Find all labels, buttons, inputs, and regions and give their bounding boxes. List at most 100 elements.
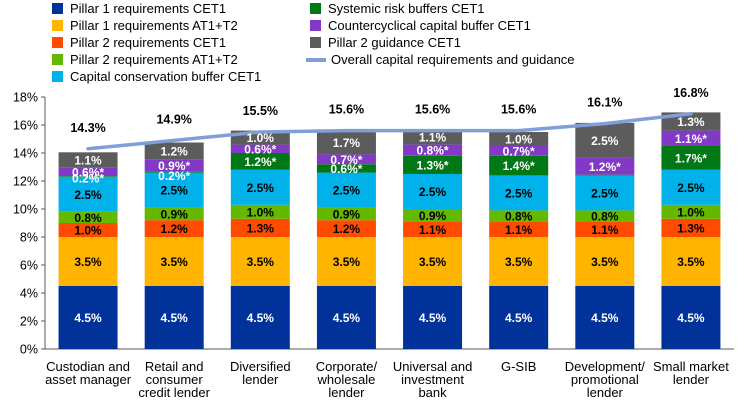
legend-label: Pillar 2 requirements AT1+T2	[70, 52, 238, 67]
bar-segment	[489, 286, 549, 349]
x-tick-label: Development/promotional lender	[565, 359, 646, 400]
bar-value-label: 3.5%	[677, 255, 705, 269]
bar-segment	[58, 152, 118, 168]
bar-segment	[575, 286, 635, 349]
x-tick-label-line: credit lender	[138, 385, 210, 400]
x-tick-label-line: Universal and	[393, 359, 473, 374]
x-tick-label-line: consumer	[146, 372, 204, 387]
x-tick-label-line: bank	[418, 385, 447, 400]
x-tick-label: Custodian and asset manager	[45, 359, 132, 387]
legend-item: Pillar 2 requirements CET1	[52, 35, 226, 50]
bar-value-label: 1.0%	[74, 224, 102, 238]
x-tick-label-line: wholesale	[317, 372, 376, 387]
bar-value-label: 1.2%*	[244, 155, 276, 169]
bar-value-label: 0.6%*	[72, 165, 104, 179]
x-tick-label-line: G-SIB	[501, 359, 536, 374]
legend-item: Overall capital requirements and guidanc…	[306, 52, 575, 67]
legend-swatch	[52, 71, 63, 82]
bar-segment	[403, 129, 463, 145]
y-tick-label: 6%	[20, 259, 38, 273]
bar-segment	[230, 169, 290, 205]
x-tick-label-line: Retail and	[145, 359, 204, 374]
bar-value-label: 2.5%	[74, 188, 102, 202]
bar-value-label: 0.2%*	[158, 169, 190, 183]
y-tick-label: 14%	[13, 147, 38, 161]
bar-value-label: 1.1%	[591, 223, 619, 237]
bar-value-label: 2.5%	[419, 185, 447, 199]
x-tick-label: G-SIB	[501, 359, 536, 374]
bar-value-label: 3.5%	[161, 255, 189, 269]
bar-segment	[316, 154, 376, 165]
bar-value-label: 0.8%*	[417, 144, 449, 158]
legend-label: Systemic risk buffers CET1	[328, 1, 485, 16]
bar-segment	[58, 211, 118, 223]
bar-value-label: 4.5%	[247, 311, 275, 325]
bar-value-label: 1.1%*	[675, 132, 707, 146]
bar-value-label: 1.2%*	[589, 160, 621, 174]
bar-segment	[230, 144, 290, 153]
x-tick-label-line: Diversified	[230, 359, 291, 374]
bar-value-label: 2.5%	[333, 184, 361, 198]
bar-value-label: 4.5%	[74, 311, 102, 325]
legend-label: Overall capital requirements and guidanc…	[331, 52, 575, 67]
x-tick-label-line: investment	[401, 372, 464, 387]
bar-segment	[230, 204, 290, 219]
total-value-label: 15.6%	[501, 103, 536, 117]
bar-value-label: 0.9%*	[158, 159, 190, 173]
bar-segment	[661, 146, 721, 170]
bar-value-label: 0.6%*	[330, 162, 362, 176]
x-tick-label: Retail and consumer credit lender	[138, 359, 210, 400]
bar-segment	[144, 286, 204, 349]
y-tick-label: 0%	[20, 343, 38, 357]
bar-value-label: 0.7%*	[330, 153, 362, 167]
bar-value-labels: 4.5% 4.5% 4.5% 4.5% 4.5% 4.5% 4.5% 4.5% 3.5% 3.5%…	[72, 115, 707, 325]
bar-segment	[316, 172, 376, 208]
bar-value-label: 1.2%	[333, 222, 361, 236]
bar-segment	[144, 172, 204, 208]
legend-item: Pillar 2 guidance CET1	[310, 35, 461, 50]
x-tick-label-line: Custodian and	[46, 359, 130, 374]
y-tick-label: 2%	[20, 315, 38, 329]
y-tick-label: 10%	[13, 203, 38, 217]
bar-value-label: 0.9%	[161, 207, 189, 221]
bar-segment	[575, 174, 635, 176]
bar-segment	[144, 207, 204, 221]
legend-label: Capital conservation buffer CET1	[70, 69, 262, 84]
bar-segment	[403, 209, 463, 222]
bar-value-label: 1.0%	[247, 131, 275, 145]
bar-segment	[403, 155, 463, 174]
bar-segment	[403, 144, 463, 156]
bar-segment	[58, 176, 118, 177]
bar-value-label: 1.0%	[247, 205, 275, 219]
bar-value-label: 2.5%	[505, 186, 533, 200]
bar-segment	[489, 175, 549, 211]
legend-swatch	[52, 54, 63, 65]
bar-segment	[489, 146, 549, 156]
bar-value-label: 1.0%	[677, 205, 705, 219]
bar-segment	[316, 220, 376, 237]
legend-item: Pillar 1 requirements AT1+T2	[52, 18, 238, 33]
bar-segment	[489, 155, 549, 176]
bar-value-label: 2.5%	[247, 181, 275, 195]
bar-segment	[661, 204, 721, 219]
bar-value-label: 3.5%	[419, 255, 447, 269]
legend-item: Capital conservation buffer CET1	[52, 69, 261, 84]
bar-segment	[58, 223, 118, 237]
bar-value-label: 4.5%	[591, 311, 619, 325]
x-tick-label: Universal and investment bank	[393, 359, 473, 400]
bar-segment	[58, 237, 118, 286]
bar-segment	[230, 218, 290, 237]
bars	[58, 112, 721, 349]
legend-item: Countercyclical capital buffer CET1	[310, 18, 531, 33]
x-tick-label: Small market lender	[653, 359, 729, 387]
total-value-label: 15.6%	[415, 103, 450, 117]
legend-swatch	[310, 3, 321, 14]
bar-value-label: 2.5%	[591, 186, 619, 200]
bar-segment	[230, 153, 290, 170]
bar-value-label: 0.8%	[505, 210, 533, 224]
y-tick-label: 18%	[13, 91, 38, 105]
bar-segment	[316, 130, 376, 155]
bar-segment	[403, 221, 463, 237]
bar-segment	[489, 210, 549, 222]
